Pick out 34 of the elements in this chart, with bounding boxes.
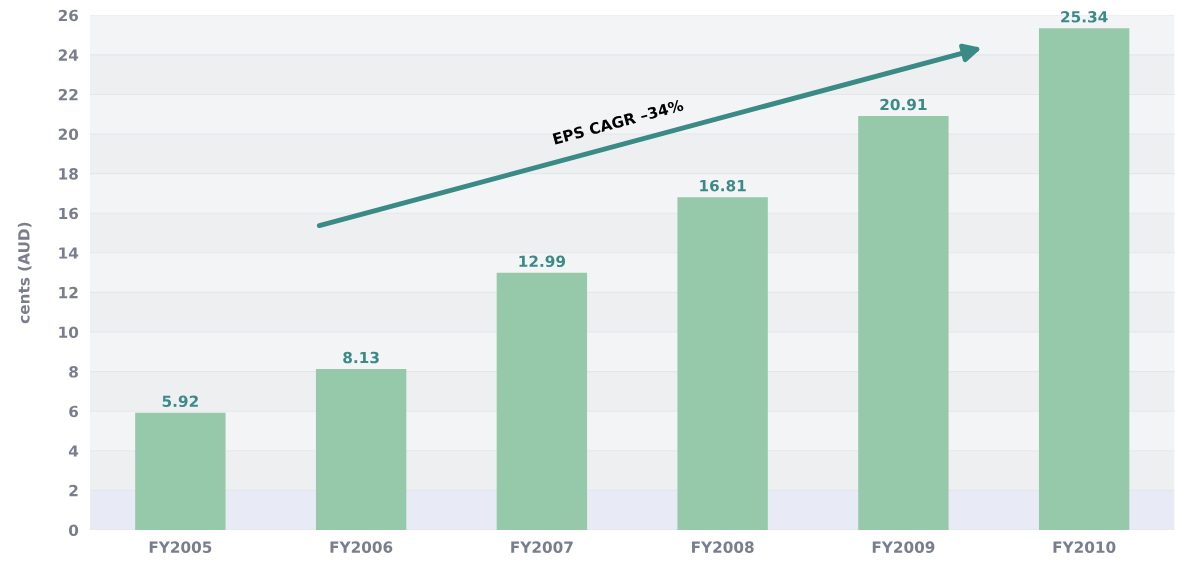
data-label: 12.99 (519, 255, 566, 268)
data-label: 20.91 (880, 98, 927, 111)
x-tick-label: FY2005 (149, 541, 212, 553)
bar (1038, 28, 1130, 530)
y-tick-label: 12 (59, 286, 78, 299)
x-tick-label: FY2010 (1053, 541, 1116, 553)
y-tick-label: 14 (59, 247, 79, 259)
y-tick-label: 18 (59, 168, 78, 180)
bar (496, 272, 588, 530)
x-tick-label: FY2006 (330, 541, 393, 553)
bar (315, 369, 407, 530)
x-tick-label: FY2007 (511, 541, 573, 553)
y-tick-label: 0 (68, 524, 79, 536)
bar (677, 197, 768, 530)
y-axis-title: cents (AUD) (17, 222, 32, 324)
y-tick-label: 26 (58, 9, 79, 22)
bar (858, 116, 949, 530)
y-tick-label: 20 (58, 128, 79, 141)
bar (135, 412, 226, 530)
x-tick-label: FY2008 (692, 541, 754, 553)
y-tick-label: 24 (58, 49, 79, 61)
x-tick-label: FY2009 (872, 541, 935, 553)
data-label: 16.81 (700, 179, 746, 192)
y-tick-label: 4 (68, 445, 79, 457)
y-tick-label: 6 (69, 405, 79, 418)
data-label: 25.34 (1061, 11, 1108, 23)
y-tick-label: 16 (59, 207, 79, 220)
data-label: 8.13 (343, 351, 379, 364)
data-label: 5.92 (162, 395, 198, 408)
y-tick-label: 22 (58, 88, 78, 101)
y-tick-label: 8 (69, 366, 78, 378)
y-tick-label: 2 (69, 484, 78, 497)
y-tick-label: 10 (59, 326, 79, 339)
annotation: EPS CAGR –34% (552, 99, 684, 145)
